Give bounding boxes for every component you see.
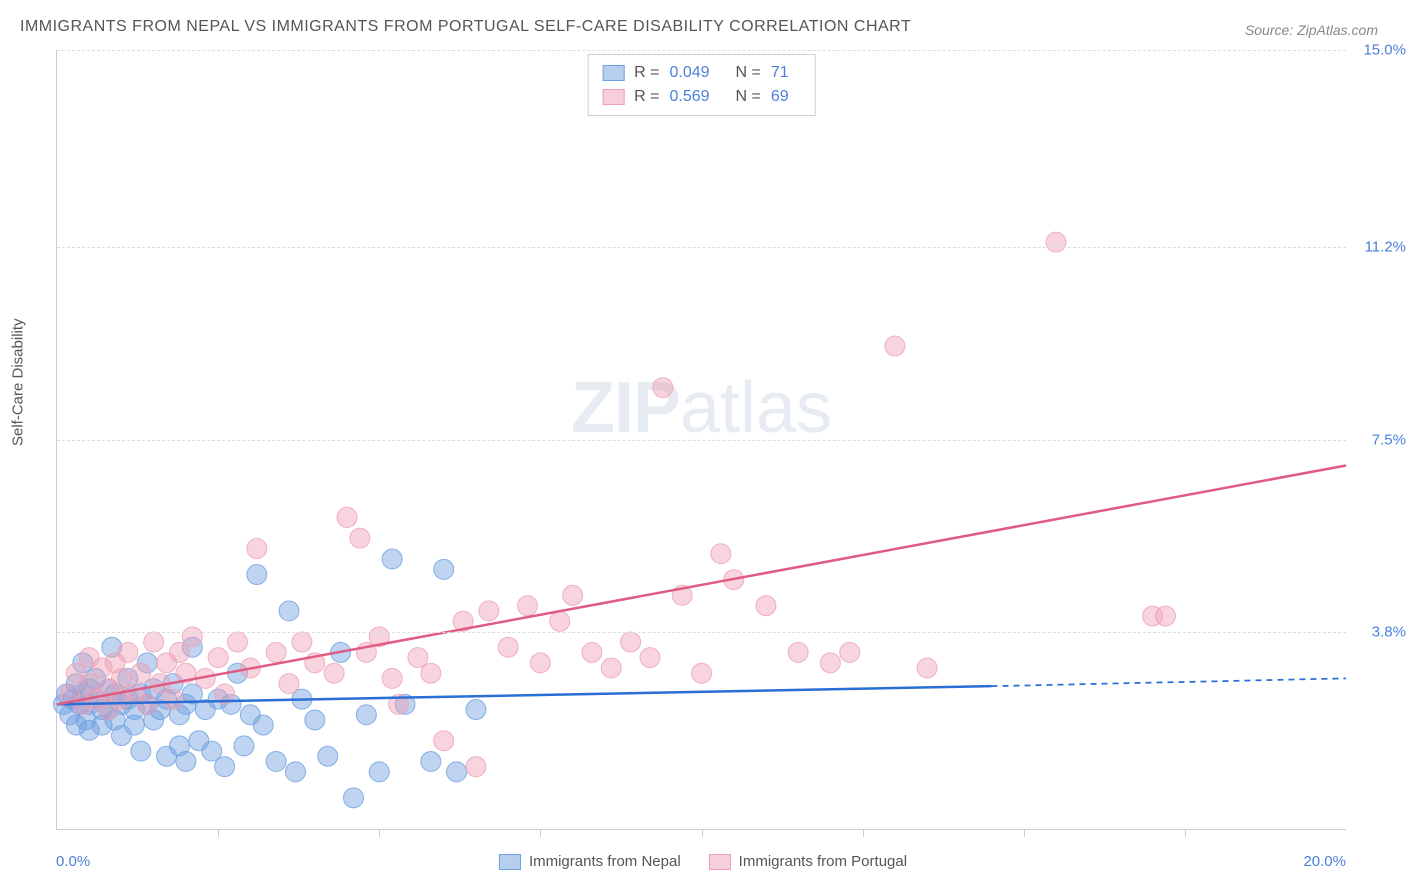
legend-item-1: Immigrants from Portugal	[709, 853, 907, 870]
x-axis-max-label: 20.0%	[1303, 853, 1346, 870]
data-point-0	[285, 762, 305, 782]
legend-swatch-0b	[499, 854, 521, 870]
data-point-0	[253, 715, 273, 735]
data-point-1	[530, 653, 550, 673]
data-point-1	[711, 544, 731, 564]
data-point-1	[137, 694, 157, 714]
data-point-1	[820, 653, 840, 673]
x-tick	[540, 829, 541, 837]
data-point-1	[582, 642, 602, 662]
data-point-1	[350, 528, 370, 548]
data-point-1	[208, 648, 228, 668]
data-point-0	[369, 762, 389, 782]
x-tick	[863, 829, 864, 837]
data-point-1	[131, 663, 151, 683]
data-point-1	[421, 663, 441, 683]
data-point-1	[182, 627, 202, 647]
data-point-1	[550, 611, 570, 631]
data-point-1	[621, 632, 641, 652]
data-point-0	[234, 736, 254, 756]
data-point-1	[479, 601, 499, 621]
data-point-0	[305, 710, 325, 730]
data-point-1	[382, 668, 402, 688]
data-point-0	[382, 549, 402, 569]
data-point-1	[692, 663, 712, 683]
legend-label-0: Immigrants from Nepal	[529, 853, 681, 870]
data-point-1	[498, 637, 518, 657]
data-point-0	[176, 751, 196, 771]
data-point-1	[640, 648, 660, 668]
data-point-0	[421, 751, 441, 771]
y-tick-label: 15.0%	[1363, 42, 1406, 59]
data-point-1	[466, 757, 486, 777]
gridline	[57, 440, 1346, 441]
data-point-1	[563, 585, 583, 605]
data-point-1	[1156, 606, 1176, 626]
data-point-1	[118, 642, 138, 662]
data-point-0	[279, 601, 299, 621]
y-tick-label: 11.2%	[1365, 239, 1406, 256]
gridline	[57, 50, 1346, 51]
x-tick	[379, 829, 380, 837]
data-point-1	[337, 507, 357, 527]
data-point-1	[279, 674, 299, 694]
x-tick	[702, 829, 703, 837]
data-point-1	[247, 539, 267, 559]
legend-label-1: Immigrants from Portugal	[739, 853, 907, 870]
data-point-1	[885, 336, 905, 356]
data-point-0	[215, 757, 235, 777]
data-point-0	[356, 705, 376, 725]
data-point-0	[131, 741, 151, 761]
legend-swatch-1b	[709, 854, 731, 870]
data-point-1	[292, 632, 312, 652]
data-point-0	[247, 565, 267, 585]
x-tick	[1024, 829, 1025, 837]
data-point-0	[466, 700, 486, 720]
data-point-1	[601, 658, 621, 678]
y-tick-label: 7.5%	[1372, 431, 1406, 448]
source-label: Source: ZipAtlas.com	[1245, 22, 1378, 38]
y-axis-title: Self-Care Disability	[10, 318, 27, 446]
data-point-1	[227, 632, 247, 652]
data-point-1	[1046, 232, 1066, 252]
x-axis-min-label: 0.0%	[56, 853, 90, 870]
data-point-1	[144, 632, 164, 652]
data-point-0	[266, 751, 286, 771]
series-legend: Immigrants from Nepal Immigrants from Po…	[499, 853, 907, 870]
data-point-1	[324, 663, 344, 683]
data-point-0	[447, 762, 467, 782]
data-point-1	[840, 642, 860, 662]
plot-area: ZIPatlas R = 0.049 N = 71 R = 0.569 N = …	[56, 50, 1346, 830]
data-point-1	[266, 642, 286, 662]
x-tick	[1185, 829, 1186, 837]
data-point-0	[343, 788, 363, 808]
data-point-1	[653, 378, 673, 398]
legend-item-0: Immigrants from Nepal	[499, 853, 681, 870]
data-point-1	[163, 689, 183, 709]
data-point-1	[788, 642, 808, 662]
regression-line-dash-0	[992, 678, 1346, 686]
chart-title: IMMIGRANTS FROM NEPAL VS IMMIGRANTS FROM…	[20, 18, 911, 36]
data-point-1	[917, 658, 937, 678]
y-tick-label: 3.8%	[1372, 623, 1406, 640]
data-point-1	[434, 731, 454, 751]
gridline	[57, 632, 1346, 633]
data-point-1	[756, 596, 776, 616]
data-point-1	[517, 596, 537, 616]
data-point-0	[318, 746, 338, 766]
data-point-0	[434, 559, 454, 579]
gridline	[57, 247, 1346, 248]
x-tick	[218, 829, 219, 837]
